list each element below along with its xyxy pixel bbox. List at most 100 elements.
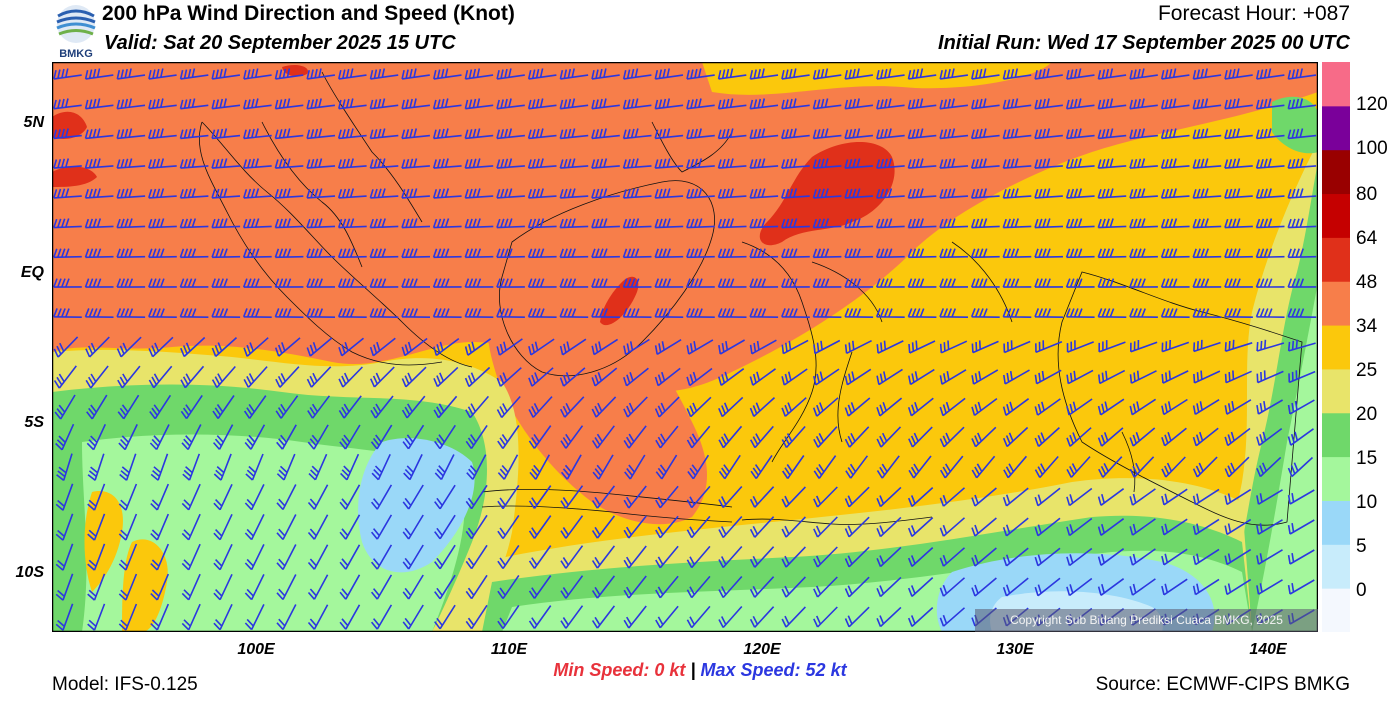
wind-barb: [622, 248, 652, 259]
wind-barb: [243, 128, 272, 140]
wind-barb: [1288, 370, 1316, 384]
wind-barb: [622, 68, 652, 80]
wind-barb: [559, 158, 589, 169]
wind-barb: [464, 366, 491, 388]
wind-barb: [1129, 398, 1157, 416]
wind-barb: [1002, 68, 1032, 80]
wind-barb: [1160, 98, 1190, 110]
wind-barb: [812, 128, 842, 140]
wind-barb: [1287, 456, 1314, 478]
wind-barb: [908, 455, 932, 479]
wind-barb: [970, 278, 1000, 288]
wind-barb: [211, 218, 241, 229]
wind-barb: [907, 188, 937, 199]
wind-barb: [781, 546, 806, 568]
wind-barb: [528, 338, 555, 356]
wind-barb: [464, 128, 494, 140]
wind-barb: [1224, 548, 1252, 566]
wind-barb: [1002, 278, 1032, 288]
wind-barb: [497, 484, 520, 510]
wind-barb: [1161, 427, 1187, 447]
wind-barb: [369, 337, 396, 357]
wind-barb: [369, 278, 399, 288]
wind-barb: [560, 575, 584, 599]
wind-barb: [497, 544, 520, 570]
speed-summary: Min Speed: 0 kt | Max Speed: 52 kt: [0, 660, 1400, 681]
wind-barb: [812, 98, 842, 110]
copyright-notice: Copyright Sub Bidang Prediksi Cuaca BMKG…: [975, 609, 1318, 632]
wind-barb: [527, 248, 557, 259]
wind-barb: [370, 544, 393, 570]
wind-barb: [1066, 547, 1093, 567]
wind-barb: [150, 453, 169, 481]
wind-barb: [654, 308, 684, 318]
wind-barb: [622, 218, 652, 229]
wind-barb: [939, 426, 965, 448]
wind-barb: [432, 188, 462, 199]
wind-barb: [527, 188, 557, 199]
wind-barb: [939, 158, 969, 169]
wind-barb: [1129, 158, 1158, 169]
max-speed: Max Speed: 52 kt: [700, 660, 847, 680]
wind-barb: [1002, 188, 1032, 199]
wind-barb: [181, 543, 201, 571]
wind-barb: [844, 426, 870, 448]
wind-map: [52, 62, 1318, 632]
wind-barb: [116, 188, 146, 199]
wind-barb: [1066, 487, 1093, 507]
wind-barb: [591, 367, 618, 387]
wind-barb: [718, 605, 743, 629]
wind-barb: [117, 394, 140, 420]
wind-barb: [813, 606, 838, 628]
wind-barb: [401, 366, 427, 388]
wind-barb: [1255, 98, 1285, 110]
wind-barb: [370, 395, 394, 419]
wind-barb: [907, 308, 937, 318]
wind-barb: [876, 516, 902, 538]
wind-barb: [717, 248, 747, 259]
colorbar-label-100: 100: [1356, 138, 1388, 159]
wind-barb: [87, 453, 105, 481]
wind-barb: [812, 308, 842, 318]
wind-barb: [53, 218, 82, 229]
wind-barb: [243, 337, 269, 357]
wind-barb: [749, 546, 775, 568]
wind-barb: [1034, 427, 1060, 447]
colorbar-swatch: [1322, 62, 1350, 107]
wind-barb: [53, 128, 82, 140]
wind-barb: [148, 336, 174, 358]
wind-barb: [844, 516, 870, 538]
wind-barb: [1066, 427, 1092, 447]
wind-barb: [939, 278, 969, 288]
wind-barb: [1287, 218, 1317, 229]
wind-barb: [876, 128, 905, 140]
wind-barb: [939, 308, 969, 318]
wind-barb: [654, 396, 680, 418]
wind-barb: [1034, 308, 1064, 318]
wind-barb: [749, 425, 774, 449]
wind-barb: [150, 483, 170, 511]
wind-barb: [84, 248, 114, 259]
wind-barb: [370, 484, 393, 510]
wind-barb: [686, 425, 711, 449]
wind-barb: [1192, 278, 1222, 288]
wind-barb: [369, 188, 399, 199]
wind-barb: [591, 425, 615, 449]
wind-barb: [1002, 98, 1032, 110]
wind-barb: [243, 98, 272, 110]
wind-barb: [1287, 489, 1315, 505]
wind-barb: [654, 68, 684, 80]
wind-barb: [274, 68, 304, 80]
colorbar-swatch: [1322, 325, 1350, 370]
wind-barb: [148, 248, 177, 259]
wind-barb: [939, 128, 969, 140]
wind-barb: [306, 337, 333, 357]
wind-barb: [1129, 456, 1155, 478]
wind-barb: [907, 68, 937, 80]
wind-barb: [844, 308, 874, 318]
wind-barb: [907, 278, 937, 288]
wind-barb: [1098, 456, 1123, 478]
wind-barb: [116, 128, 146, 140]
wind-barb: [1287, 399, 1315, 415]
wind-barb: [781, 188, 810, 199]
